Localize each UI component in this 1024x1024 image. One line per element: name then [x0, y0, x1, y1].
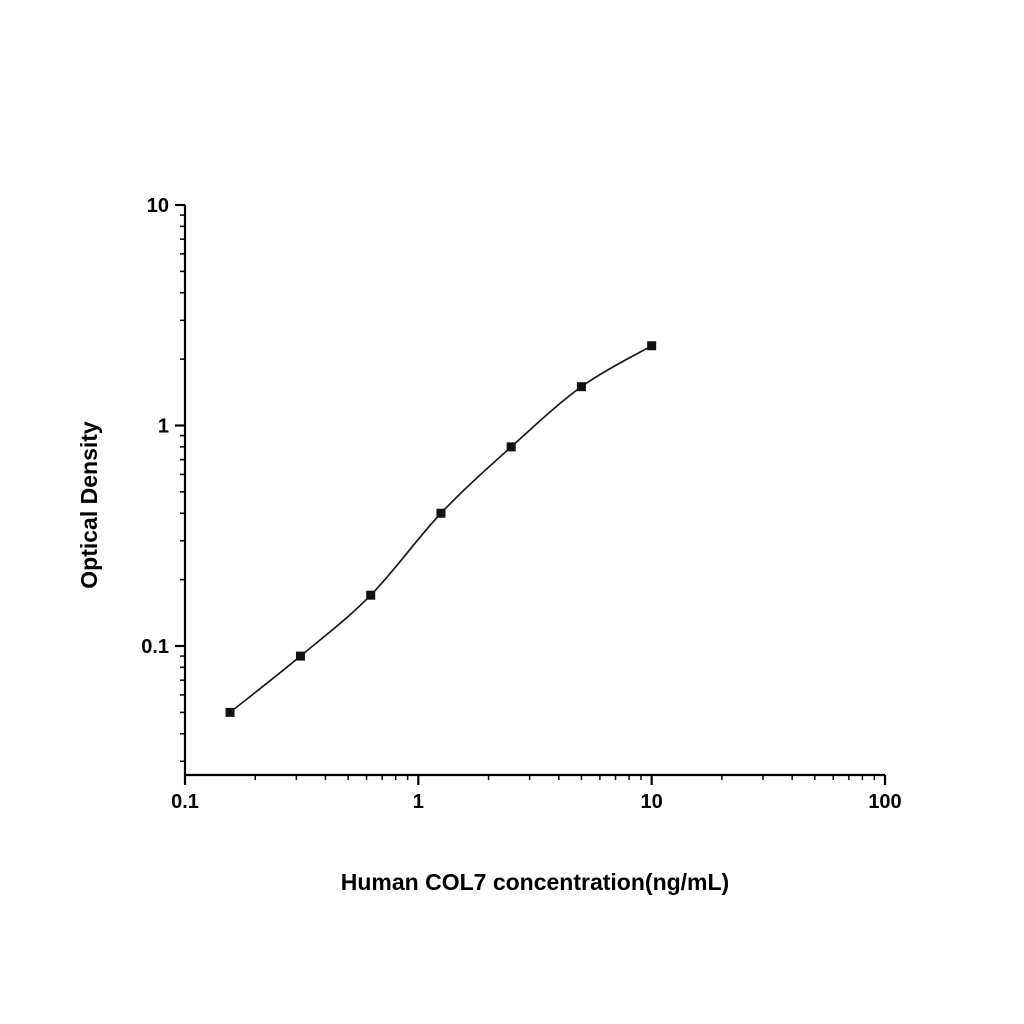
- y-tick-label: 1: [158, 416, 169, 438]
- x-axis-title: Human COL7 concentration(ng/mL): [341, 869, 729, 895]
- x-tick-label: 100: [868, 791, 901, 813]
- plot-layer: 0.1 1 10 100 0.1 1 10: [141, 195, 902, 813]
- y-axis-title: Optical Density: [76, 421, 102, 589]
- data-point-marker: [647, 341, 657, 351]
- data-point-marker: [295, 651, 305, 661]
- data-point-marker: [225, 707, 235, 717]
- x-tick-label: 1: [413, 791, 424, 813]
- x-tick-label: 10: [641, 791, 663, 813]
- y-tick-label: 0.1: [141, 636, 169, 658]
- data-point-marker: [506, 442, 516, 452]
- y-tick-label: 10: [147, 195, 169, 217]
- data-point-marker: [436, 508, 446, 518]
- data-point-marker: [576, 382, 586, 392]
- x-tick-label: 0.1: [171, 791, 199, 813]
- data-point-marker: [366, 590, 376, 600]
- standard-curve-line: [229, 345, 653, 714]
